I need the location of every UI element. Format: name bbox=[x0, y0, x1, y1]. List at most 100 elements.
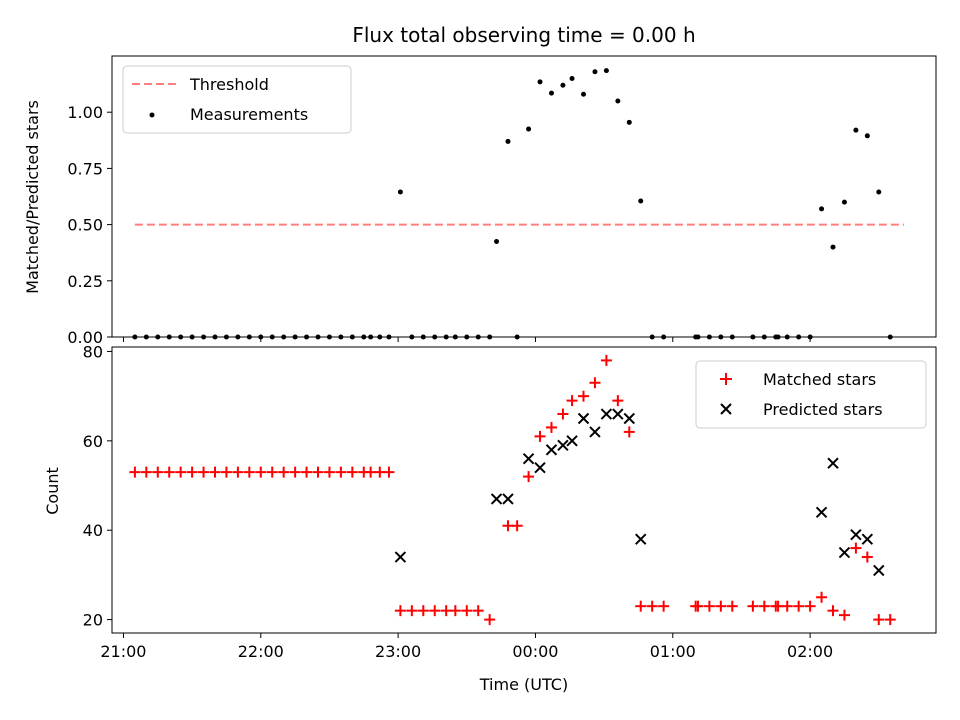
predicted-point-11 bbox=[612, 408, 624, 420]
predicted-point-18 bbox=[861, 533, 874, 545]
measurement-point-24 bbox=[397, 189, 403, 195]
predicted-point-13 bbox=[635, 533, 647, 545]
x-tick-label-0: 21:00 bbox=[100, 642, 146, 661]
top-y-tick-label-0: 0.00 bbox=[67, 328, 103, 347]
top-panel: Flux total observing time = 0.00 h Match… bbox=[23, 23, 937, 347]
measurement-point-34 bbox=[505, 138, 511, 144]
measurement-point-36 bbox=[526, 126, 532, 132]
top-legend: Threshold Measurements bbox=[122, 65, 352, 134]
measurement-point-37 bbox=[537, 79, 543, 85]
x-tick-label-3: 00:00 bbox=[512, 642, 558, 661]
matched-point-57 bbox=[781, 600, 793, 612]
matched-point-60 bbox=[816, 591, 828, 603]
measurement-point-43 bbox=[603, 68, 609, 74]
top-y-tick-label-4: 1.00 bbox=[67, 103, 103, 122]
bottom-x-ticks: 21:00 22:00 23:00 00:00 01:00 02:00 bbox=[100, 633, 833, 661]
legend-measurements-swatch bbox=[149, 112, 155, 118]
measurement-point-44 bbox=[615, 98, 621, 104]
bottom-y-ticks: 20 40 60 80 bbox=[83, 342, 112, 630]
matched-point-7 bbox=[209, 466, 221, 478]
x-axis-label: Time (UTC) bbox=[479, 675, 568, 694]
measurement-point-64 bbox=[853, 127, 859, 133]
matched-point-64 bbox=[861, 551, 873, 563]
matched-point-66 bbox=[884, 614, 896, 626]
matched-point-65 bbox=[873, 614, 885, 626]
matched-point-12 bbox=[266, 466, 278, 478]
legend-predicted-label: Predicted stars bbox=[763, 400, 883, 419]
matched-point-40 bbox=[578, 390, 590, 402]
bottom-y-tick-label-0: 20 bbox=[83, 611, 103, 630]
matched-point-31 bbox=[472, 605, 484, 617]
x-tick-label-1: 22:00 bbox=[238, 642, 284, 661]
legend-measurements-label: Measurements bbox=[190, 105, 308, 124]
legend-matched-swatch bbox=[720, 373, 732, 385]
matched-point-10 bbox=[243, 466, 255, 478]
matched-point-35 bbox=[523, 471, 535, 483]
measurement-point-61 bbox=[819, 206, 825, 212]
matched-point-11 bbox=[255, 466, 267, 478]
x-tick-label-4: 01:00 bbox=[650, 642, 696, 661]
top-y-tick-label-3: 0.75 bbox=[67, 159, 103, 178]
matched-point-50 bbox=[703, 600, 715, 612]
matched-point-53 bbox=[747, 600, 759, 612]
matched-point-32 bbox=[484, 614, 496, 626]
bottom-legend: Matched stars Predicted stars bbox=[695, 360, 927, 429]
matched-point-18 bbox=[335, 466, 347, 478]
matched-point-42 bbox=[600, 354, 612, 366]
matched-point-41 bbox=[589, 377, 601, 389]
measurement-point-33 bbox=[494, 238, 500, 244]
predicted-point-8 bbox=[577, 412, 590, 425]
predicted-point-1 bbox=[490, 493, 503, 505]
matched-point-36 bbox=[534, 430, 546, 442]
predicted-point-7 bbox=[566, 435, 578, 447]
matched-point-63 bbox=[850, 542, 862, 554]
matched-point-0 bbox=[129, 466, 141, 478]
measurement-point-40 bbox=[569, 75, 575, 81]
predicted-point-9 bbox=[589, 426, 601, 438]
matched-point-44 bbox=[623, 426, 635, 438]
x-tick-label-5: 02:00 bbox=[787, 642, 833, 661]
legend-threshold-label: Threshold bbox=[189, 75, 269, 94]
predicted-point-0 bbox=[394, 551, 407, 563]
matched-point-9 bbox=[232, 466, 244, 478]
matched-point-25 bbox=[406, 605, 418, 617]
matched-point-39 bbox=[566, 395, 578, 407]
matched-point-13 bbox=[278, 466, 290, 478]
matched-point-54 bbox=[758, 600, 770, 612]
legend-matched-label: Matched stars bbox=[763, 370, 876, 389]
top-plot-area bbox=[132, 68, 904, 340]
predicted-point-2 bbox=[502, 493, 514, 505]
bottom-axes-frame bbox=[111, 346, 937, 634]
measurement-point-42 bbox=[592, 69, 598, 75]
matched-point-49 bbox=[692, 600, 704, 612]
top-y-tick-label-1: 0.25 bbox=[67, 272, 103, 291]
matched-point-52 bbox=[726, 600, 738, 612]
matched-point-4 bbox=[175, 466, 187, 478]
bottom-y-tick-label-1: 40 bbox=[83, 521, 103, 540]
matched-point-16 bbox=[312, 466, 324, 478]
matched-point-58 bbox=[793, 600, 805, 612]
matched-point-59 bbox=[804, 600, 816, 612]
predicted-point-3 bbox=[522, 453, 535, 465]
matched-point-47 bbox=[658, 600, 670, 612]
predicted-point-6 bbox=[557, 439, 569, 452]
predicted-point-14 bbox=[815, 506, 828, 519]
matched-point-6 bbox=[198, 466, 210, 478]
matched-point-26 bbox=[417, 605, 429, 617]
matched-point-45 bbox=[635, 600, 647, 612]
matched-point-46 bbox=[646, 600, 658, 612]
bottom-y-tick-label-2: 60 bbox=[83, 432, 103, 451]
matched-point-37 bbox=[545, 421, 557, 433]
measurement-point-63 bbox=[841, 199, 847, 205]
measurement-point-65 bbox=[864, 133, 870, 139]
matched-point-17 bbox=[323, 466, 335, 478]
matched-point-19 bbox=[346, 466, 358, 478]
bottom-y-axis-label: Count bbox=[43, 467, 62, 515]
measurement-point-45 bbox=[626, 119, 632, 125]
matched-point-30 bbox=[461, 605, 473, 617]
predicted-point-4 bbox=[534, 461, 546, 474]
matched-point-34 bbox=[511, 520, 523, 532]
matched-point-43 bbox=[612, 395, 624, 407]
measurement-point-41 bbox=[581, 91, 587, 97]
matched-point-5 bbox=[186, 466, 198, 478]
